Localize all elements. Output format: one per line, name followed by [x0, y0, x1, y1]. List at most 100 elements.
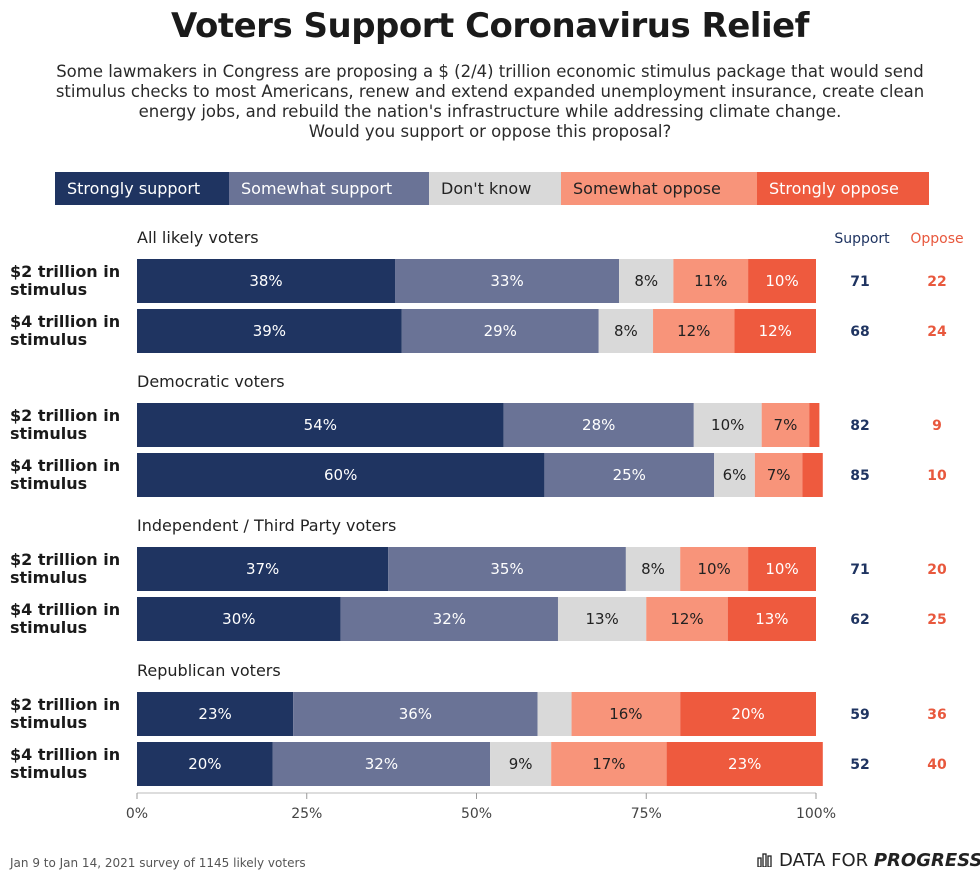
bar-value-label: 13%: [755, 610, 788, 628]
bar-value-label: 37%: [246, 560, 279, 578]
bar-value-label: 60%: [324, 466, 357, 484]
row-label: stimulus: [10, 568, 87, 587]
bar-segment: [544, 453, 715, 497]
row-label: stimulus: [10, 618, 87, 637]
bar-segment: [693, 403, 762, 447]
group-label: Democratic voters: [137, 372, 285, 391]
bar-segment: [137, 453, 545, 497]
chart-subtitle: Some lawmakers in Congress are proposing…: [10, 62, 970, 142]
bar-segment: [625, 547, 681, 591]
survey-source-note: Jan 9 to Jan 14, 2021 survey of 1145 lik…: [10, 856, 306, 870]
oppose-column-header: Oppose: [910, 231, 963, 247]
bar-segment: [619, 259, 674, 303]
bar-segment: [340, 597, 558, 641]
group-label: Republican voters: [137, 661, 281, 680]
x-tick-label: 50%: [461, 806, 492, 822]
bar-segment: [137, 692, 294, 736]
bar-value-label: 32%: [433, 610, 466, 628]
oppose-total: 24: [927, 324, 947, 340]
bar-segment: [503, 403, 694, 447]
bar-value-label: 38%: [249, 272, 282, 290]
legend-somewhat-oppose: Somewhat oppose: [561, 172, 757, 205]
bar-segment: [293, 692, 538, 736]
oppose-total: 20: [927, 562, 947, 578]
bar-segment: [748, 259, 816, 303]
legend-dont-know: Don't know: [429, 172, 561, 205]
bar-value-label: 12%: [759, 322, 792, 340]
subtitle-line: energy jobs, and rebuild the nation's in…: [138, 102, 842, 121]
oppose-total: 40: [927, 757, 947, 773]
bar-value-label: 11%: [694, 272, 727, 290]
x-tick-label: 25%: [291, 806, 322, 822]
bar-value-label: 28%: [582, 416, 615, 434]
bar-value-label: 23%: [728, 755, 761, 773]
legend-somewhat-support: Somewhat support: [229, 172, 429, 205]
row-label: stimulus: [10, 280, 87, 299]
support-total: 62: [850, 612, 869, 628]
bar-segment: [388, 547, 626, 591]
support-total: 85: [850, 468, 869, 484]
bar-segment: [571, 692, 681, 736]
oppose-total: 36: [927, 707, 946, 723]
oppose-total: 10: [927, 468, 947, 484]
bar-segment: [646, 597, 728, 641]
bar-segment: [395, 259, 620, 303]
bar-segment: [666, 742, 823, 786]
brand-bold: PROGRESS: [873, 850, 980, 871]
bar-value-label: 17%: [592, 755, 625, 773]
subtitle-line: Would you support or oppose this proposa…: [308, 122, 672, 141]
bar-value-label: 10%: [765, 560, 798, 578]
row-label: stimulus: [10, 713, 87, 732]
bar-segment: [137, 259, 396, 303]
row-label: $2 trillion in: [10, 262, 120, 281]
support-total: 82: [850, 418, 869, 434]
group-label: All likely voters: [137, 228, 259, 247]
bar-segment: [680, 692, 816, 736]
bar-segment: [727, 597, 816, 641]
bar-segment: [557, 597, 647, 641]
bar-value-label: 8%: [634, 272, 658, 290]
bar-value-label: 16%: [609, 705, 642, 723]
oppose-total: 22: [927, 274, 946, 290]
bar-value-label: 20%: [731, 705, 764, 723]
oppose-total: 25: [927, 612, 946, 628]
legend-strongly-support: Strongly support: [55, 172, 229, 205]
row-label: stimulus: [10, 474, 87, 493]
bar-value-label: 29%: [484, 322, 517, 340]
bar-value-label: 12%: [677, 322, 710, 340]
support-total: 68: [850, 324, 869, 340]
legend-strongly-oppose: Strongly oppose: [757, 172, 929, 205]
oppose-total: 9: [932, 418, 942, 434]
bar-segment: [809, 403, 820, 447]
bar-segment: [598, 309, 654, 353]
bar-segment: [551, 742, 667, 786]
bar-segment: [714, 453, 755, 497]
chart-title: Voters Support Coronavirus Relief: [171, 6, 809, 46]
bar-segment: [748, 547, 816, 591]
row-label: $4 trillion in: [10, 456, 120, 475]
row-label: stimulus: [10, 763, 87, 782]
row-label: $2 trillion in: [10, 695, 120, 714]
bar-value-label: 36%: [399, 705, 432, 723]
bar-chart-icon: [757, 853, 772, 867]
bar-value-label: 7%: [767, 466, 791, 484]
bar-value-label: 8%: [614, 322, 638, 340]
bar-value-label: 35%: [490, 560, 523, 578]
brand-plain: DATA FOR: [779, 850, 869, 871]
support-total: 71: [850, 274, 869, 290]
legend: Strongly support Somewhat support Don't …: [55, 172, 929, 205]
row-label: $2 trillion in: [10, 550, 120, 569]
bar-segment: [802, 453, 823, 497]
bar-value-label: 7%: [774, 416, 798, 434]
stacked-bar-chart: Support Oppose All likely voters $2 trillio…: [10, 228, 964, 822]
row-label: $4 trillion in: [10, 745, 120, 764]
support-total: 59: [850, 707, 869, 723]
bar-segment: [680, 547, 749, 591]
bar-segment: [734, 309, 816, 353]
bar-value-label: 30%: [222, 610, 255, 628]
bar-segment: [754, 453, 803, 497]
x-tick-label: 100%: [796, 806, 836, 822]
row-label: stimulus: [10, 330, 87, 349]
bar-segment: [137, 547, 389, 591]
bar-value-label: 32%: [365, 755, 398, 773]
